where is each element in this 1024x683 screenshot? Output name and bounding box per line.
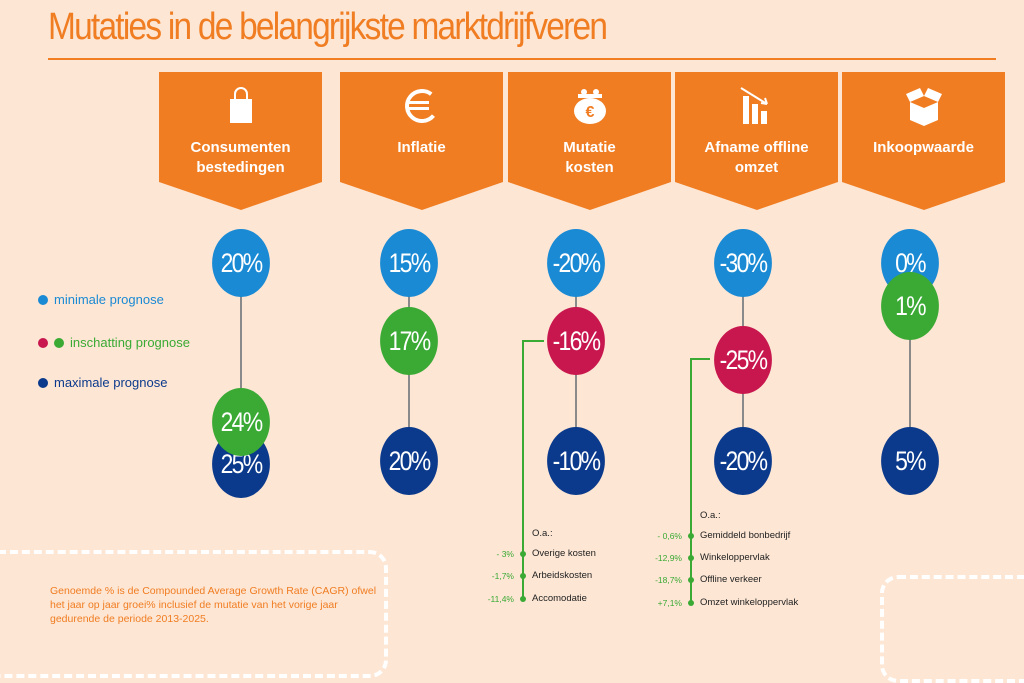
declining-bars-icon — [739, 87, 768, 124]
min-prognosis-circle: 15% — [380, 229, 438, 297]
breakdown-label: Offline verkeer — [700, 574, 762, 585]
breakdown-value: -12,9% — [655, 553, 682, 563]
footnote: Genoemde % is de Compounded Average Grow… — [50, 585, 377, 625]
min-prognosis-circle: 20% — [212, 229, 270, 297]
breakdown-connector — [522, 340, 544, 342]
legend-label: minimale prognose — [54, 292, 164, 307]
euro-icon — [404, 89, 439, 123]
breakdown-value: - 3% — [496, 549, 514, 559]
estimate-prognosis-circle: 17% — [380, 307, 438, 375]
breakdown-label: Accomodatie — [532, 593, 587, 604]
max-prognosis-circle: 20% — [380, 427, 438, 495]
legend-label: inschatting prognose — [70, 335, 190, 350]
column-label: Consumenten bestedingen — [190, 139, 291, 176]
legend-dot — [38, 337, 48, 348]
column-header-inflatie: Inflatie — [340, 72, 503, 182]
column-header-mutatie-kosten: € Mutatie kosten — [508, 72, 671, 182]
breakdown-heading: O.a.: — [700, 510, 721, 521]
breakdown-label: Overige kosten — [532, 548, 596, 559]
column-arrow — [675, 182, 838, 210]
legend-item-max: maximale prognose — [38, 375, 167, 390]
column-label: Inflatie — [397, 139, 446, 156]
breakdown-dot — [688, 533, 694, 539]
estimate-prognosis-circle: -25% — [714, 326, 772, 394]
column-arrow — [842, 182, 1005, 210]
breakdown-value: -11,4% — [487, 594, 514, 604]
column-label: Afname offline omzet — [704, 139, 809, 176]
column-connector-line — [240, 262, 242, 462]
column-arrow — [508, 182, 671, 210]
purse-euro-icon: € — [573, 89, 606, 124]
breakdown-connector — [690, 358, 692, 602]
legend-dot — [38, 294, 48, 305]
column-label: Inkoopwaarde — [873, 139, 974, 156]
breakdown-value: -1,7% — [491, 571, 514, 581]
estimate-prognosis-circle: 24% — [212, 388, 270, 456]
breakdown-dot — [520, 596, 526, 602]
breakdown-connector — [522, 340, 524, 598]
column-header-inkoopwaarde: Inkoopwaarde — [842, 72, 1005, 182]
estimate-prognosis-circle: -16% — [547, 307, 605, 375]
column-header-consumenten: Consumenten bestedingen — [159, 72, 322, 182]
breakdown-dot — [520, 573, 526, 579]
breakdown-dot — [688, 577, 694, 583]
max-prognosis-circle: 5% — [881, 427, 939, 495]
page-title: Mutaties in de belangrijkste marktdrijfv… — [48, 6, 608, 48]
breakdown-dot — [688, 555, 694, 561]
legend-item-min: minimale prognose — [38, 292, 164, 307]
breakdown-label: Gemiddeld bonbedrijf — [700, 530, 791, 541]
breakdown-dot — [520, 551, 526, 557]
min-prognosis-circle: -20% — [547, 229, 605, 297]
legend-item-estimate: inschatting prognose — [38, 335, 190, 350]
min-prognosis-circle: -30% — [714, 229, 772, 297]
shopping-bag-icon — [229, 87, 252, 123]
breakdown-value: -18,7% — [655, 575, 682, 585]
svg-text:€: € — [585, 104, 594, 121]
breakdown-label: Winkeloppervlak — [700, 552, 770, 563]
max-prognosis-circle: -10% — [547, 427, 605, 495]
breakdown-value: +7,1% — [657, 598, 682, 608]
column-arrow — [340, 182, 503, 210]
breakdown-dot — [688, 600, 694, 606]
breakdown-connector — [690, 358, 710, 360]
column-connector-line — [909, 262, 911, 462]
legend-label: maximale prognose — [54, 375, 168, 390]
legend-dot — [54, 337, 64, 348]
open-box-icon — [905, 88, 942, 126]
decorative-dashed-frame — [880, 575, 1024, 683]
estimate-prognosis-circle: 1% — [881, 272, 939, 340]
breakdown-label: Omzet winkeloppervlak — [700, 597, 799, 608]
breakdown-heading: O.a.: — [532, 528, 553, 539]
breakdown-label: Arbeidskosten — [532, 570, 593, 581]
breakdown-value: - 0,6% — [657, 531, 682, 541]
column-arrow — [159, 182, 322, 210]
title-rule — [48, 58, 996, 60]
max-prognosis-circle: -20% — [714, 427, 772, 495]
column-label: Mutatie kosten — [563, 139, 616, 176]
legend-dot — [38, 377, 48, 388]
column-header-afname-offline-omzet: Afname offline omzet — [675, 72, 838, 182]
